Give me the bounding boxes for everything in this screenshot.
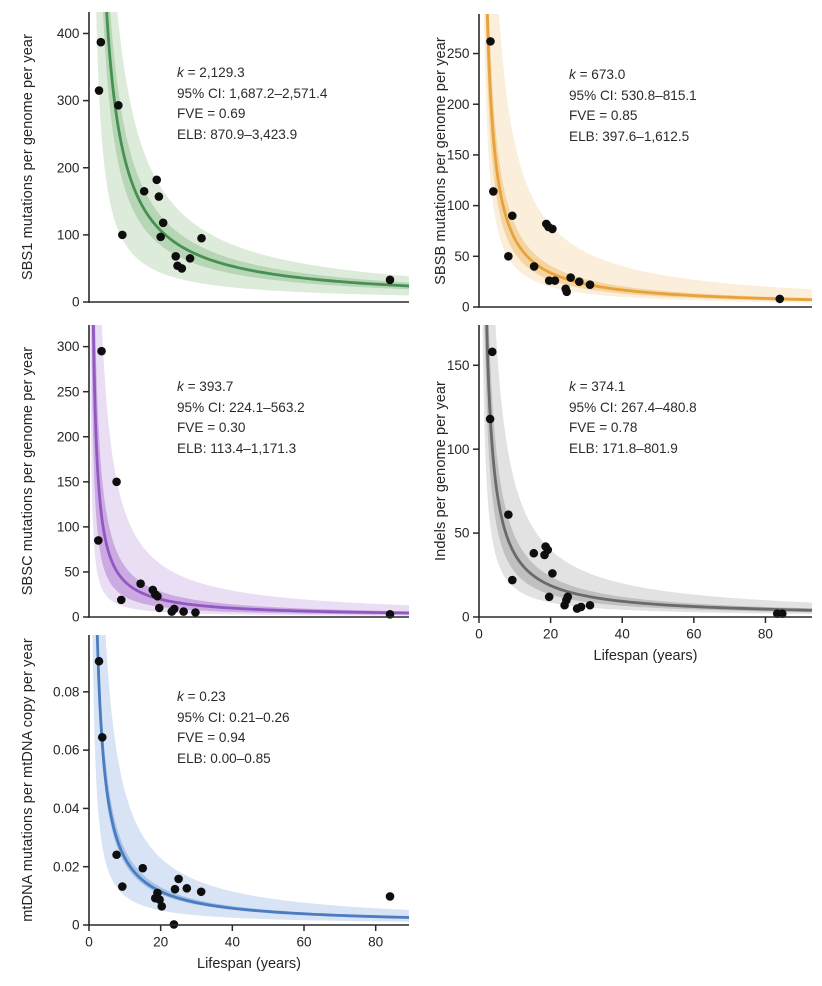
- indels-stat-k: k = 374.1: [569, 379, 626, 394]
- svg-text:60: 60: [296, 935, 312, 950]
- sbsb-stats-block: k = 673.0 95% CI: 530.8–815.1 FVE = 0.85…: [569, 65, 697, 147]
- sbsb-plot: 0 50 100 150 200 250: [447, 14, 812, 315]
- svg-text:0: 0: [475, 627, 483, 642]
- svg-text:80: 80: [758, 627, 774, 642]
- mtdna-stat-ci: 95% CI: 0.21–0.26: [177, 709, 290, 725]
- svg-text:200: 200: [57, 160, 80, 175]
- mtdna-stat-elb: ELB: 0.00–0.85: [177, 750, 271, 766]
- indels-stat-ci: 95% CI: 267.4–480.8: [569, 399, 697, 415]
- svg-text:20: 20: [543, 627, 559, 642]
- sbsc-stat-k: k = 393.7: [177, 379, 234, 394]
- indels-plot: 0 50 100 150 0 20 40 60 80: [447, 325, 812, 642]
- mtdna-y-axis-label: mtDNA mutations per mtDNA copy per year: [20, 638, 36, 922]
- svg-text:0: 0: [462, 610, 470, 625]
- sbsb-stat-elb: ELB: 397.6–1,612.5: [569, 128, 690, 144]
- panel-indels: 0 50 100 150 0 20 40 60 80 Indels per genome per…: [411, 315, 822, 665]
- svg-text:150: 150: [447, 358, 470, 373]
- svg-text:250: 250: [447, 46, 470, 61]
- sbsc-stats-block: k = 393.7 95% CI: 224.1–563.2 FVE = 0.30…: [177, 377, 305, 459]
- sbs1-plot: 0 100 200 300 400: [57, 12, 409, 310]
- sbsc-stat-fve: FVE = 0.30: [177, 420, 246, 435]
- sbs1-stats-block: k = 2,129.3 95% CI: 1,687.2–2,571.4 FVE …: [177, 63, 327, 145]
- svg-text:100: 100: [57, 227, 80, 242]
- svg-text:0.02: 0.02: [53, 859, 79, 874]
- panel-mtdna: 0 0.02 0.04 0.06 0.08 0 20 40 60 80 mtDNA mutatio…: [0, 630, 411, 986]
- panel-sbsb: 0 50 100 150 200 250 SBSB mutations per genom…: [411, 0, 822, 315]
- sbsc-y-axis-label: SBSC mutations per genome per year: [20, 346, 36, 596]
- svg-text:150: 150: [57, 474, 80, 489]
- mtdna-plot: 0 0.02 0.04 0.06 0.08 0 20 40 60 80: [53, 635, 409, 950]
- svg-text:0: 0: [72, 295, 80, 310]
- svg-text:250: 250: [57, 384, 80, 399]
- sbsc-plot: 0 50 100 150 200 250 300: [57, 325, 409, 625]
- sbs1-y-axis-label: SBS1 mutations per genome per year: [20, 33, 36, 281]
- indels-stats-block: k = 374.1 95% CI: 267.4–480.8 FVE = 0.78…: [569, 377, 697, 459]
- mtdna-stats-block: k = 0.23 95% CI: 0.21–0.26 FVE = 0.94 EL…: [177, 687, 290, 769]
- svg-text:100: 100: [447, 198, 470, 213]
- indels-y-axis-label: Indels per genome per year: [433, 381, 449, 561]
- sbs1-stat-elb: ELB: 870.9–3,423.9: [177, 126, 298, 142]
- svg-text:0.08: 0.08: [53, 684, 79, 699]
- panel-sbsc: 0 50 100 150 200 250 300 SBSC mutations per ge…: [0, 315, 411, 630]
- sbsb-y-axis-label: SBSB mutations per genome per year: [433, 36, 449, 285]
- svg-text:100: 100: [57, 519, 80, 534]
- indels-stat-fve: FVE = 0.78: [569, 420, 638, 435]
- sbsb-stat-ci: 95% CI: 530.8–815.1: [569, 87, 697, 103]
- svg-text:0: 0: [72, 918, 80, 933]
- svg-text:60: 60: [686, 627, 702, 642]
- svg-text:0: 0: [72, 610, 80, 625]
- svg-text:50: 50: [64, 565, 80, 580]
- svg-text:40: 40: [615, 627, 631, 642]
- sbsb-stat-k: k = 673.0: [569, 67, 626, 82]
- sbs1-stat-ci: 95% CI: 1,687.2–2,571.4: [177, 85, 328, 101]
- indels-x-axis-label: Lifespan (years): [593, 648, 698, 664]
- sbsc-stat-ci: 95% CI: 224.1–563.2: [177, 399, 305, 415]
- svg-text:0: 0: [85, 935, 93, 950]
- svg-text:150: 150: [447, 148, 470, 163]
- sbs1-stat-fve: FVE = 0.69: [177, 106, 246, 121]
- svg-text:400: 400: [57, 26, 80, 41]
- svg-text:40: 40: [225, 935, 241, 950]
- mtdna-stat-k: k = 0.23: [177, 689, 226, 704]
- svg-text:80: 80: [368, 935, 384, 950]
- panel-sbs1: 0 100 200 300 400 SBS1 mutations per genome …: [0, 0, 411, 315]
- svg-text:0.06: 0.06: [53, 743, 79, 758]
- sbs1-stat-k: k = 2,129.3: [177, 65, 245, 80]
- svg-text:300: 300: [57, 339, 80, 354]
- svg-text:0.04: 0.04: [53, 801, 80, 816]
- svg-text:200: 200: [447, 97, 470, 112]
- sbsb-stat-fve: FVE = 0.85: [569, 108, 638, 123]
- svg-text:300: 300: [57, 93, 80, 108]
- indels-stat-elb: ELB: 171.8–801.9: [569, 440, 678, 456]
- sbsc-stat-elb: ELB: 113.4–1,171.3: [177, 440, 297, 456]
- svg-text:100: 100: [447, 442, 470, 457]
- svg-text:0: 0: [462, 300, 470, 315]
- svg-text:50: 50: [454, 526, 470, 541]
- svg-text:200: 200: [57, 429, 80, 444]
- svg-text:20: 20: [153, 935, 169, 950]
- svg-text:50: 50: [454, 249, 470, 264]
- mtdna-stat-fve: FVE = 0.94: [177, 730, 246, 745]
- mtdna-x-axis-label: Lifespan (years): [197, 956, 301, 972]
